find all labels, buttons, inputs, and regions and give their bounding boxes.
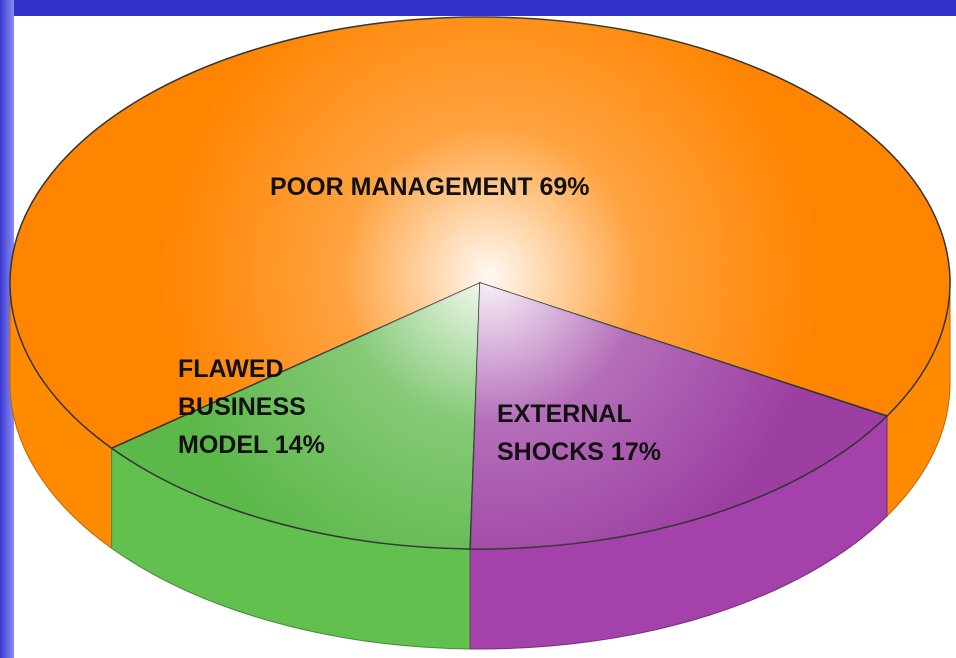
slice-label: EXTERNAL SHOCKS 17%	[497, 395, 737, 471]
slice-shine	[111, 283, 481, 549]
slice-label: FLAWED BUSINESS MODEL 14%	[178, 350, 378, 464]
slice-shine	[9, 17, 950, 449]
value-label: 69%	[539, 173, 590, 201]
left-band	[0, 0, 14, 658]
category-label: EXTERNAL SHOCKS	[497, 400, 632, 466]
value-label: 17%	[610, 438, 661, 466]
category-label: FLAWED BUSINESS MODEL	[178, 355, 306, 459]
category-label: POOR MANAGEMENT	[270, 173, 533, 201]
value-label: 14%	[274, 431, 325, 459]
slice-label: POOR MANAGEMENT 69%	[270, 168, 750, 206]
slice-shine	[470, 283, 888, 550]
top-band	[0, 0, 956, 16]
